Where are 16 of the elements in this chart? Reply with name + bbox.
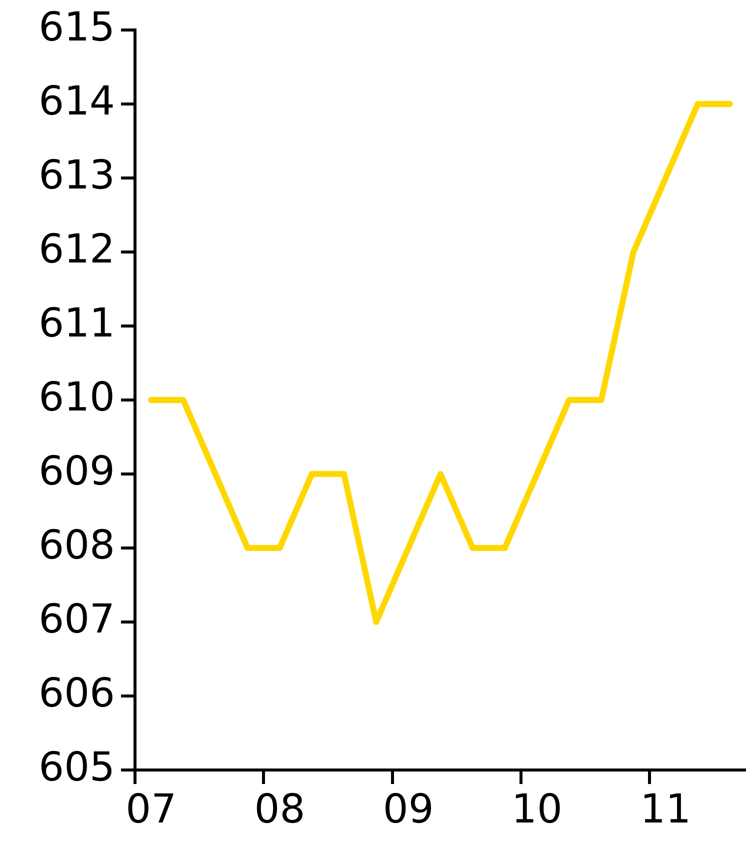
x-tick-label: 11	[640, 786, 692, 832]
y-tick-label: 608	[38, 522, 115, 568]
y-tick-label: 615	[38, 4, 115, 50]
y-tick-label: 610	[38, 374, 115, 420]
y-tick-label: 606	[38, 670, 115, 716]
y-tick-label: 612	[38, 226, 115, 272]
y-tick-label: 614	[38, 78, 115, 124]
x-tick-label: 10	[512, 786, 562, 832]
y-tick-label: 609	[38, 448, 115, 494]
y-tick-label: 613	[38, 152, 115, 198]
x-tick-label: 08	[254, 786, 306, 832]
x-tick-label: 09	[382, 786, 434, 832]
x-tick-label: 07	[126, 786, 177, 832]
y-tick-label: 611	[38, 300, 115, 346]
y-tick-label: 605	[38, 744, 115, 790]
y-tick-label: 607	[38, 596, 115, 642]
